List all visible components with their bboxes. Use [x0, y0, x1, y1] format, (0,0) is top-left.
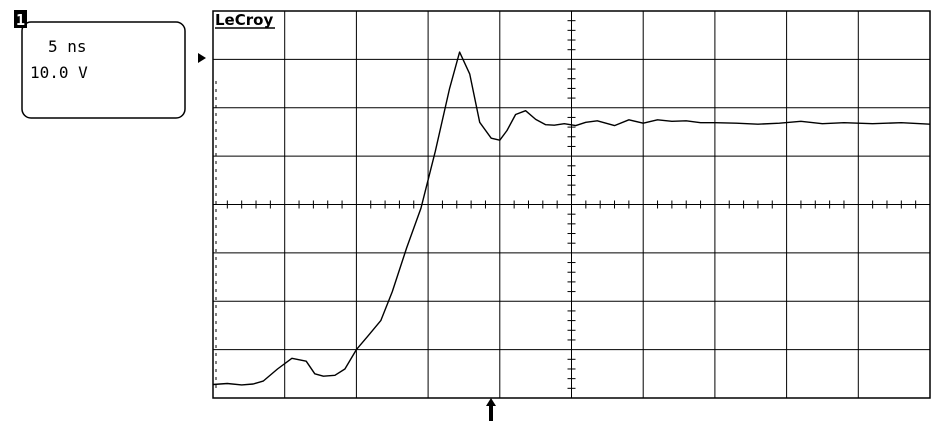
channel-number-badge — [14, 10, 27, 28]
waveform-line — [212, 51, 931, 386]
graticule — [212, 10, 931, 399]
channel-settings-panel: 1 5 ns 10.0 V — [14, 10, 186, 119]
channel-settings-box — [21, 21, 186, 119]
brand-logo-text: LeCroy — [215, 11, 273, 29]
arrow-up-icon — [486, 398, 496, 421]
waveform-trace — [212, 51, 931, 386]
timebase-setting: 5 ns — [48, 37, 87, 56]
triangle-right-icon — [198, 53, 206, 63]
channel-number: 1 — [16, 11, 25, 29]
volts-per-div-setting: 10.0 V — [30, 63, 88, 82]
